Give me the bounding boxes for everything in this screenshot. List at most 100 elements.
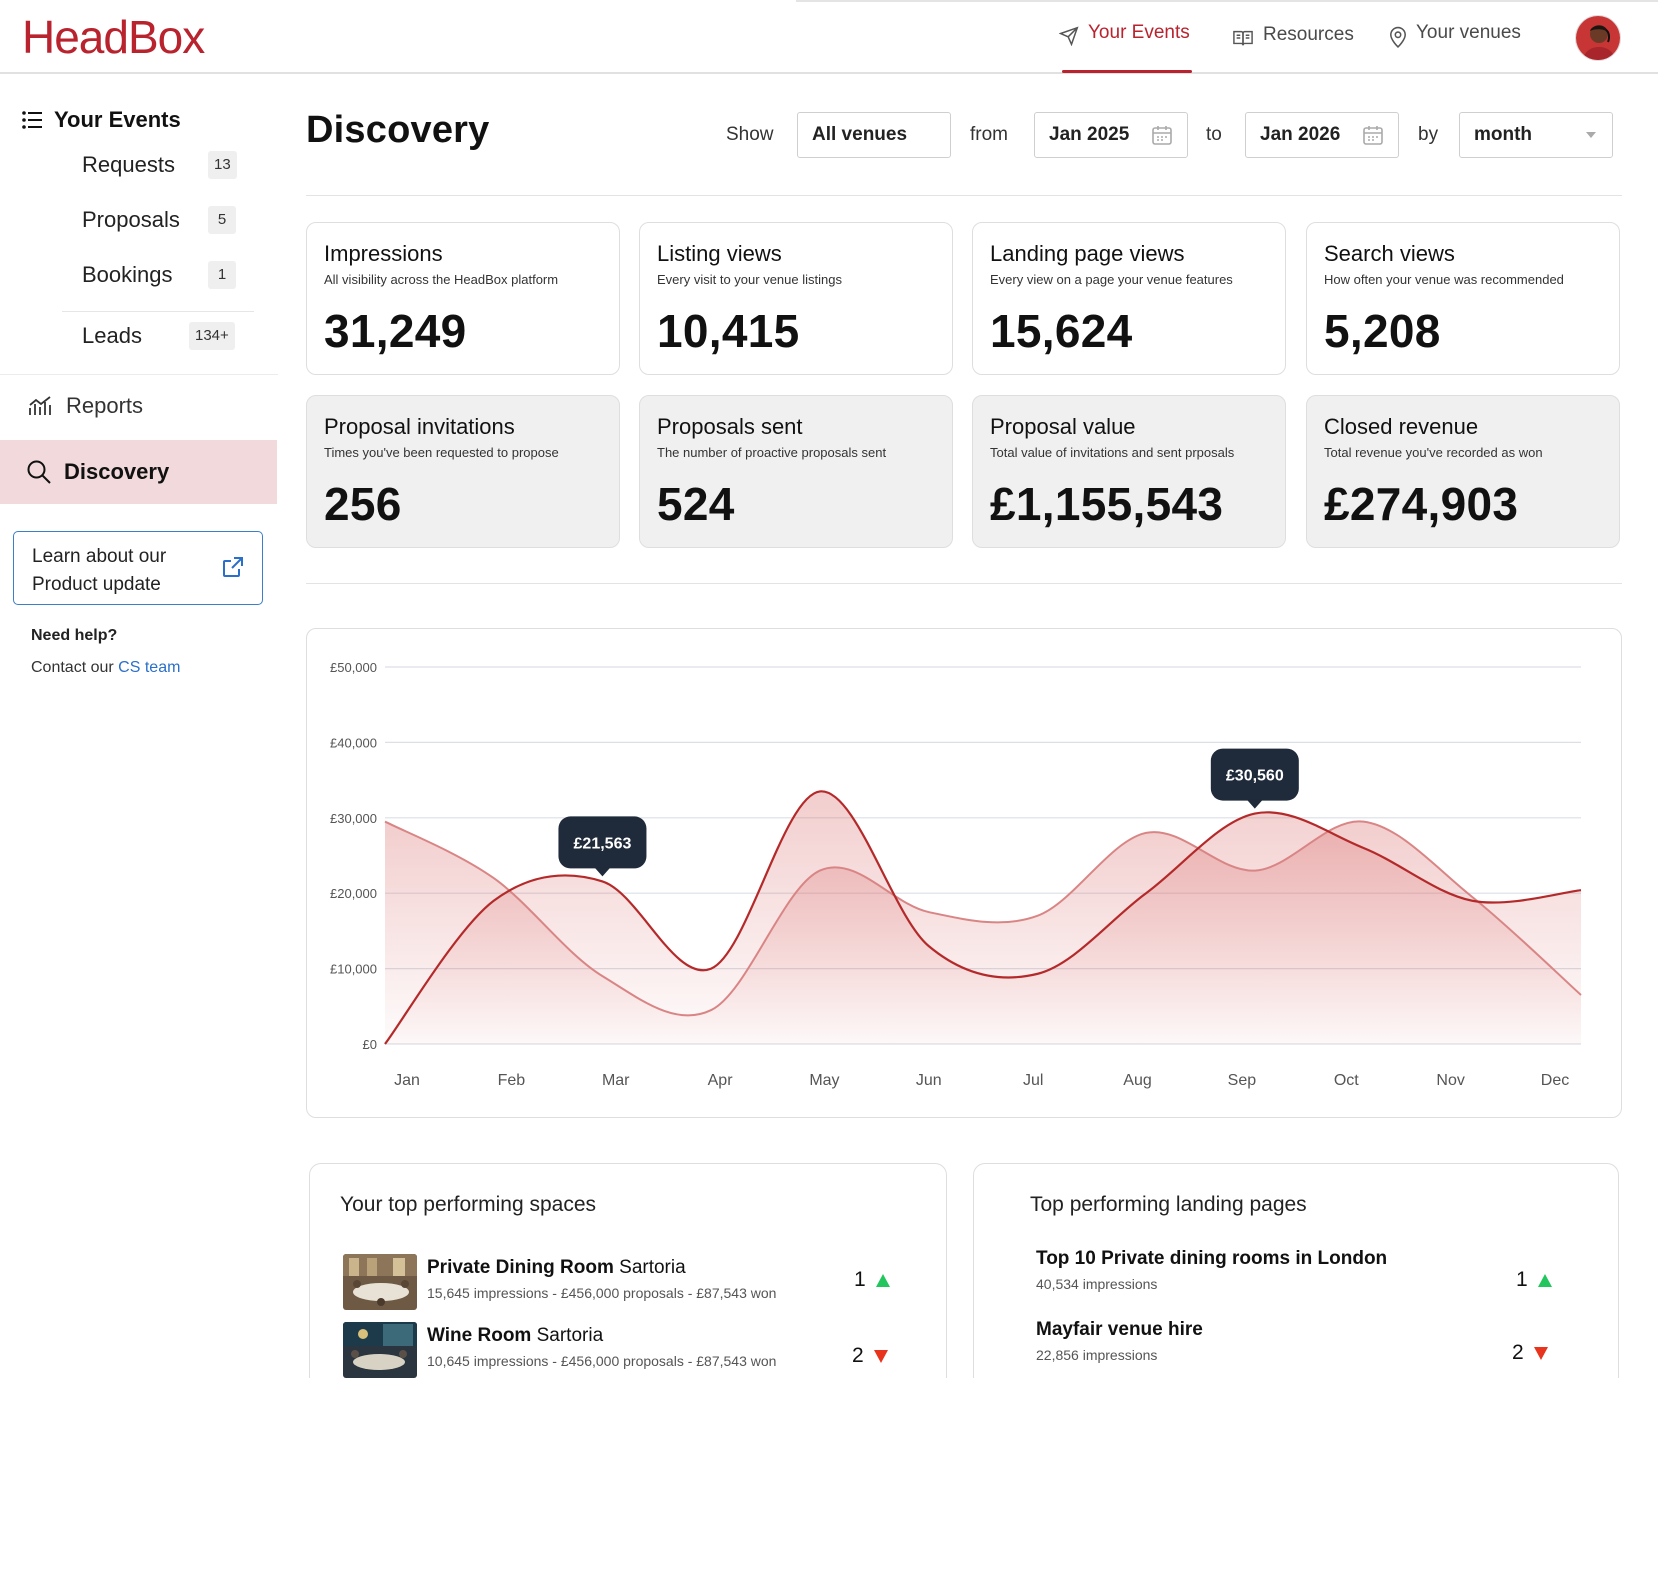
headbox-logo[interactable]: HeadBox (22, 11, 205, 63)
trend-down-icon (1533, 1346, 1548, 1360)
stat-description: All visibility across the HeadBox platfo… (324, 272, 559, 287)
revenue-chart: £50,000 £40,000 £30,000 £20,000 £10,000 £0 Jan… (330, 660, 1582, 1089)
stat-value: 5,208 (1324, 305, 1441, 357)
sidebar-item-reports[interactable]: Reports (28, 393, 143, 419)
to-date-picker[interactable]: Jan 2026 (1245, 112, 1399, 158)
list-item[interactable]: Wine Room Sartoria 10,645 impressions - … (343, 1322, 923, 1378)
stat-title: Landing page views (990, 241, 1185, 266)
granularity-select[interactable]: month (1459, 112, 1613, 158)
contact-prefix: Contact our (31, 659, 114, 676)
by-label: by (1418, 124, 1439, 145)
stat-card-proposal-value: Proposal value Total value of invitation… (972, 395, 1286, 548)
stat-value: 524 (657, 478, 735, 530)
book-icon (1233, 30, 1253, 46)
count-badge: 5 (208, 206, 236, 234)
count-badge: 134+ (189, 322, 235, 350)
rank-number: 2 (1512, 1341, 1524, 1364)
from-date-value: Jan 2025 (1049, 124, 1130, 145)
space-stats: 10,645 impressions - £456,000 proposals … (427, 1353, 777, 1369)
count-badge: 1 (208, 261, 236, 289)
stat-title: Proposal value (990, 414, 1136, 439)
chart-tooltip: £30,560 (1210, 748, 1299, 809)
nav-your-events[interactable]: Your Events (1059, 22, 1192, 73)
series-area-0 (385, 791, 1581, 1044)
top-landing-pages-panel: Top performing landing pages Top 10 Priv… (973, 1163, 1619, 1378)
stat-title: Closed revenue (1324, 414, 1479, 439)
tooltip-pointer (1246, 799, 1263, 809)
stat-description: Every view on a page your venue features (990, 272, 1233, 287)
user-avatar[interactable] (1575, 15, 1621, 61)
landing-page-name: Top 10 Private dining rooms in London (1036, 1248, 1388, 1269)
from-date-picker[interactable]: Jan 2025 (1034, 112, 1188, 158)
venue-select-value: All venues (812, 124, 908, 145)
space-stats: 15,645 impressions - £456,000 proposals … (427, 1285, 777, 1301)
sidebar-item-label: Discovery (64, 459, 170, 484)
stat-value: 31,249 (324, 305, 467, 357)
list-item[interactable]: Private Dining Room Sartoria 15,645 impr… (343, 1254, 923, 1314)
calendar-icon (1363, 126, 1383, 145)
x-tick-label: Jun (916, 1072, 942, 1089)
top-spaces-panel: Your top performing spaces Private Dinin… (309, 1163, 947, 1378)
stat-card-listing-views: Listing views Every visit to your venue … (639, 222, 953, 375)
sidebar-item-leads[interactable]: Leads 134+ (82, 322, 235, 350)
search-icon (27, 460, 51, 484)
trend-down-icon (873, 1349, 888, 1363)
product-update-link[interactable]: Learn about our Product update (13, 531, 263, 605)
revenue-chart-card: £50,000 £40,000 £30,000 £20,000 £10,000 £0 Jan… (306, 628, 1622, 1118)
x-tick-label: Jan (394, 1072, 420, 1089)
stat-title: Impressions (324, 241, 443, 266)
stat-description: Total value of invitations and sent prpo… (990, 445, 1235, 460)
sidebar-item-proposals[interactable]: Proposals 5 (82, 206, 236, 234)
y-tick-label: £0 (363, 1037, 377, 1052)
panel-title: Your top performing spaces (340, 1193, 597, 1216)
list-item[interactable]: Top 10 Private dining rooms in London 40… (1036, 1248, 1596, 1304)
rank-indicator: 2 (852, 1344, 888, 1368)
paper-plane-icon (1059, 26, 1079, 46)
bar-chart-icon (29, 396, 51, 415)
stat-title: Proposals sent (657, 414, 803, 439)
sidebar-item-requests[interactable]: Requests 13 (82, 151, 237, 179)
nav-your-venues[interactable]: Your venues (1389, 22, 1521, 72)
chart-tooltip: £21,563 (558, 816, 647, 877)
series-line-0 (384, 790, 1582, 1045)
y-tick-label: £30,000 (330, 811, 377, 826)
x-tick-label: Mar (602, 1072, 630, 1089)
stat-card-landing-page-views: Landing page views Every view on a page … (972, 222, 1286, 375)
tooltip-bubble (558, 816, 647, 869)
sidebar-item-bookings[interactable]: Bookings 1 (82, 261, 236, 289)
stat-value: 256 (324, 478, 402, 530)
trend-up-icon (875, 1273, 890, 1287)
product-update-line1: Learn about our (32, 546, 167, 567)
tooltip-pointer (594, 867, 611, 877)
sidebar-item-label: Bookings (82, 262, 173, 287)
cs-team-link[interactable]: CS team (118, 659, 181, 676)
stat-value: £1,155,543 (990, 478, 1224, 530)
x-tick-label: May (809, 1072, 839, 1089)
x-tick-label: Jul (1023, 1072, 1043, 1089)
stat-value: 15,624 (990, 305, 1133, 357)
stat-card-proposal-invitations: Proposal invitations Times you've been r… (306, 395, 620, 548)
rank-indicator: 1 (1516, 1268, 1552, 1292)
divider (306, 583, 1622, 584)
list-icon (22, 111, 42, 129)
list-item[interactable]: Mayfair venue hire 22,856 impressions 2 (1036, 1319, 1596, 1375)
venue-select[interactable]: All venues (797, 112, 951, 158)
granularity-value: month (1474, 124, 1533, 145)
y-tick-label: £20,000 (330, 886, 377, 901)
tooltip-label: £30,560 (1226, 768, 1284, 785)
chevron-down-icon (1586, 132, 1596, 138)
count-badge: 13 (208, 151, 237, 179)
sidebar-item-discovery[interactable]: Discovery (0, 440, 277, 504)
stat-value: £274,903 (1324, 478, 1519, 530)
sidebar-item-label: Reports (66, 393, 144, 418)
tooltip-bubble (1210, 748, 1299, 801)
x-tick-label: Dec (1541, 1072, 1569, 1089)
nav-resources[interactable]: Resources (1232, 24, 1354, 74)
nav-label: Resources (1263, 24, 1354, 45)
sidebar-heading[interactable]: Your Events (22, 107, 181, 133)
sidebar-item-label: Requests (82, 152, 175, 177)
help-heading: Need help? (31, 627, 118, 644)
to-label: to (1206, 124, 1222, 145)
nav-label: Your venues (1416, 22, 1521, 43)
stat-card-proposals-sent: Proposals sent The number of proactive p… (639, 395, 953, 548)
